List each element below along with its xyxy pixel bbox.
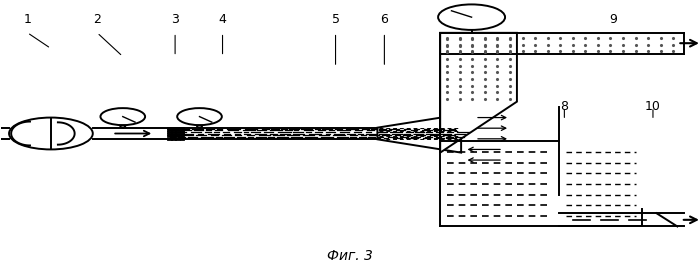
Circle shape xyxy=(120,125,125,127)
Text: 10: 10 xyxy=(645,100,661,113)
Polygon shape xyxy=(440,33,517,153)
Text: 7: 7 xyxy=(449,13,456,26)
Text: 4: 4 xyxy=(219,13,226,26)
Text: 3: 3 xyxy=(171,13,179,26)
Text: 6: 6 xyxy=(380,13,389,26)
Text: 8: 8 xyxy=(561,100,568,113)
Text: Фиг. 3: Фиг. 3 xyxy=(326,249,373,263)
Text: 5: 5 xyxy=(331,13,340,26)
Bar xyxy=(168,128,461,139)
Text: 2: 2 xyxy=(93,13,101,26)
Text: 1: 1 xyxy=(23,13,31,26)
Circle shape xyxy=(438,5,505,30)
Circle shape xyxy=(101,108,145,125)
Circle shape xyxy=(197,125,202,127)
Circle shape xyxy=(177,108,222,125)
Circle shape xyxy=(9,117,93,150)
Text: 9: 9 xyxy=(610,13,617,26)
Polygon shape xyxy=(377,114,461,153)
